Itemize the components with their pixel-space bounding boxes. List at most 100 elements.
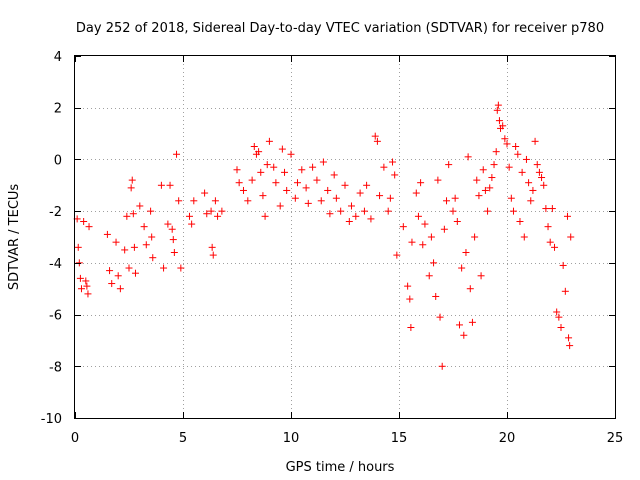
data-point <box>168 225 176 233</box>
data-point <box>551 243 559 251</box>
data-point <box>367 215 375 223</box>
data-point <box>75 259 83 267</box>
data-point <box>384 207 392 215</box>
data-point <box>309 163 317 171</box>
data-point <box>84 290 92 298</box>
data-point <box>108 280 116 288</box>
y-tick-label: -4 <box>49 257 62 272</box>
data-point <box>265 137 273 145</box>
data-point <box>188 220 196 228</box>
data-point <box>518 168 526 176</box>
data-point <box>177 264 185 272</box>
data-point <box>326 210 334 218</box>
data-point <box>85 223 93 231</box>
data-point <box>337 207 345 215</box>
data-point <box>106 267 114 275</box>
data-point <box>255 148 263 156</box>
data-point <box>376 192 384 200</box>
data-point <box>527 197 535 205</box>
data-point <box>281 168 289 176</box>
data-point <box>207 207 215 215</box>
data-point <box>319 158 327 166</box>
data-point <box>488 174 496 182</box>
data-point <box>561 287 569 295</box>
data-point <box>464 153 472 161</box>
data-point <box>244 197 252 205</box>
data-point <box>565 334 573 342</box>
data-point <box>462 249 470 257</box>
grid-lines <box>75 56 615 418</box>
data-point <box>417 179 425 187</box>
data-point <box>559 261 567 269</box>
data-point <box>74 243 82 251</box>
data-point <box>542 205 550 213</box>
y-axis-label: SDTVAR / TECUs <box>7 184 22 291</box>
data-point <box>455 321 463 329</box>
data-point <box>203 210 211 218</box>
data-point <box>103 230 111 238</box>
data-point <box>406 295 414 303</box>
data-point <box>525 179 533 187</box>
data-point <box>352 212 360 220</box>
data-point <box>466 285 474 293</box>
data-point <box>425 272 433 280</box>
data-point <box>201 189 209 197</box>
data-point <box>112 238 120 246</box>
data-point <box>293 179 301 187</box>
data-point <box>486 184 494 192</box>
data-point <box>173 150 181 158</box>
data-point <box>494 101 502 109</box>
data-point <box>522 155 530 163</box>
data-point <box>460 331 468 339</box>
data-point <box>386 194 394 202</box>
data-point <box>324 186 332 194</box>
data-point <box>540 181 548 189</box>
data-point <box>347 202 355 210</box>
data-point <box>218 207 226 215</box>
data-point <box>259 192 267 200</box>
data-point <box>125 264 133 272</box>
data-point <box>567 233 575 241</box>
axis-ticks <box>75 56 616 419</box>
data-point <box>140 223 148 231</box>
data-point <box>529 186 537 194</box>
data-point <box>412 189 420 197</box>
data-point <box>261 212 269 220</box>
data-point <box>404 282 412 290</box>
data-point <box>479 166 487 174</box>
data-point <box>170 249 178 257</box>
data-point <box>363 181 371 189</box>
data-point <box>393 251 401 259</box>
data-point <box>546 238 554 246</box>
data-point <box>509 207 517 215</box>
data-point <box>451 194 459 202</box>
data-point <box>76 274 84 282</box>
y-tick-label: -6 <box>49 309 62 324</box>
data-point <box>492 148 500 156</box>
data-point <box>157 181 165 189</box>
data-point <box>129 210 137 218</box>
data-point <box>313 176 321 184</box>
data-point <box>373 137 381 145</box>
data-point <box>330 171 338 179</box>
data-point <box>501 135 509 143</box>
x-tick-label: 15 <box>391 431 408 446</box>
data-point <box>380 163 388 171</box>
data-point <box>148 233 156 241</box>
data-point <box>436 313 444 321</box>
data-point <box>514 150 522 158</box>
data-point <box>239 186 247 194</box>
y-tick-label: -2 <box>49 205 62 220</box>
data-point <box>414 212 422 220</box>
y-tick-label: -10 <box>41 412 62 427</box>
data-point <box>427 233 435 241</box>
data-point <box>481 186 489 194</box>
data-point <box>248 176 256 184</box>
data-points <box>73 101 575 370</box>
chart-title: Day 252 of 2018, Sidereal Day-to-day VTE… <box>76 21 604 36</box>
data-point <box>399 223 407 231</box>
data-point <box>332 194 340 202</box>
data-point <box>304 199 312 207</box>
data-point <box>493 106 501 114</box>
